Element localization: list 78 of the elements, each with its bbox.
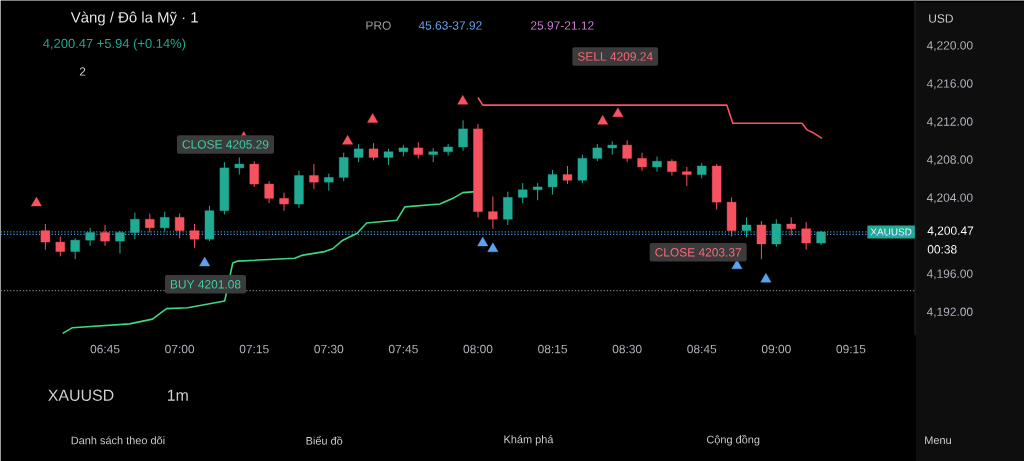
text: 00:38: [927, 245, 957, 254]
candlestick: [264, 180, 274, 204]
y-tick-label: 4,220.00: [926, 41, 973, 51]
candlestick: [547, 169, 558, 195]
x-tick-label: 08:30: [612, 344, 642, 354]
candlestick: [503, 191, 513, 226]
candlestick: [488, 195, 498, 230]
text: 4,200.47: [927, 226, 974, 237]
candlestick: [801, 221, 811, 251]
x-tick-label: 09:00: [761, 344, 791, 354]
text: Vàng / Đô la Mỹ · 1: [70, 11, 198, 26]
x-tick-label: 06:45: [90, 344, 120, 354]
candlestick: [40, 223, 51, 251]
candlestick: [145, 212, 155, 233]
text: 4,200.47 +5.94 (+0.14%): [43, 38, 186, 51]
text: Cộng đồng: [706, 434, 760, 446]
line-series: [477, 96, 823, 140]
point: [199, 256, 211, 267]
annotation: 25.97-21.12: [530, 21, 594, 30]
candlestick: [622, 139, 632, 163]
text: XAUUSD: [48, 389, 114, 401]
candlestick: [443, 143, 453, 156]
candlestick: [309, 163, 319, 190]
candlestick: [458, 119, 468, 152]
point: [597, 114, 609, 125]
x-tick-label: 07:30: [314, 344, 344, 354]
point: [760, 272, 772, 283]
annotation: BUY 4201.08: [170, 279, 241, 289]
candlestick: [70, 237, 80, 260]
ref-line-label: XAUUSD: [870, 228, 912, 236]
x-tick-label: 07:45: [388, 344, 418, 354]
y-tick-label: 4,212.00: [926, 117, 973, 128]
candlestick: [756, 220, 767, 260]
annotation: PRO: [366, 21, 391, 30]
candlestick: [174, 212, 185, 239]
text: Biểu đồ: [306, 435, 343, 445]
x-tick-label: 08:00: [463, 344, 493, 354]
candlestick: [518, 182, 528, 204]
annotation: 2: [79, 67, 86, 76]
candlestick: [279, 192, 289, 212]
point: [342, 134, 353, 145]
y-tick-label: 4,216.00: [926, 79, 973, 90]
text: USD: [929, 14, 953, 23]
y-tick-label: 4,192.00: [926, 307, 973, 318]
annotation: CLOSE 4205.29: [182, 140, 269, 149]
annotation: CLOSE 4203.37: [655, 248, 742, 257]
text: Menu: [925, 436, 951, 444]
point: [477, 236, 489, 247]
text: 1m: [167, 389, 188, 401]
x-tick-label: 07:15: [239, 344, 269, 354]
point: [612, 107, 624, 117]
candlestick: [249, 160, 259, 188]
point: [457, 95, 469, 105]
x-tick-label: 08:15: [538, 344, 567, 354]
candlestick: [577, 153, 588, 184]
y-tick-label: 4,208.00: [926, 155, 973, 166]
point: [31, 196, 42, 207]
point: [487, 242, 499, 252]
x-tick-label: 09:15: [836, 344, 866, 354]
text: Danh sách theo dõi: [71, 436, 165, 445]
candlestick: [682, 166, 692, 187]
candlestick: [189, 223, 200, 249]
x-tick-label: 07:00: [165, 344, 195, 354]
y-tick-label: 4,204.00: [926, 193, 973, 204]
text: Khám phá: [504, 434, 554, 446]
candlestick: [100, 224, 110, 247]
point: [367, 113, 379, 123]
candlestick: [55, 235, 65, 257]
annotation: 45.63-37.92: [418, 21, 482, 30]
candlestick: [562, 165, 573, 185]
candlestick: [652, 155, 662, 173]
annotation: SELL 4209.24: [577, 52, 653, 61]
x-tick-label: 08:45: [687, 344, 717, 354]
candlestick: [786, 216, 796, 236]
y-tick-label: 4,196.00: [926, 269, 973, 280]
candlestick: [339, 152, 349, 182]
candlestick: [353, 143, 364, 163]
candlestick: [637, 152, 647, 172]
